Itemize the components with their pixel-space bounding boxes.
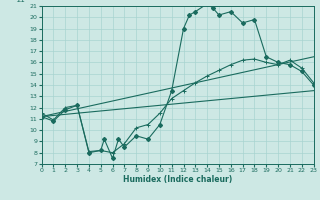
Text: 21: 21 — [17, 0, 26, 3]
X-axis label: Humidex (Indice chaleur): Humidex (Indice chaleur) — [123, 175, 232, 184]
